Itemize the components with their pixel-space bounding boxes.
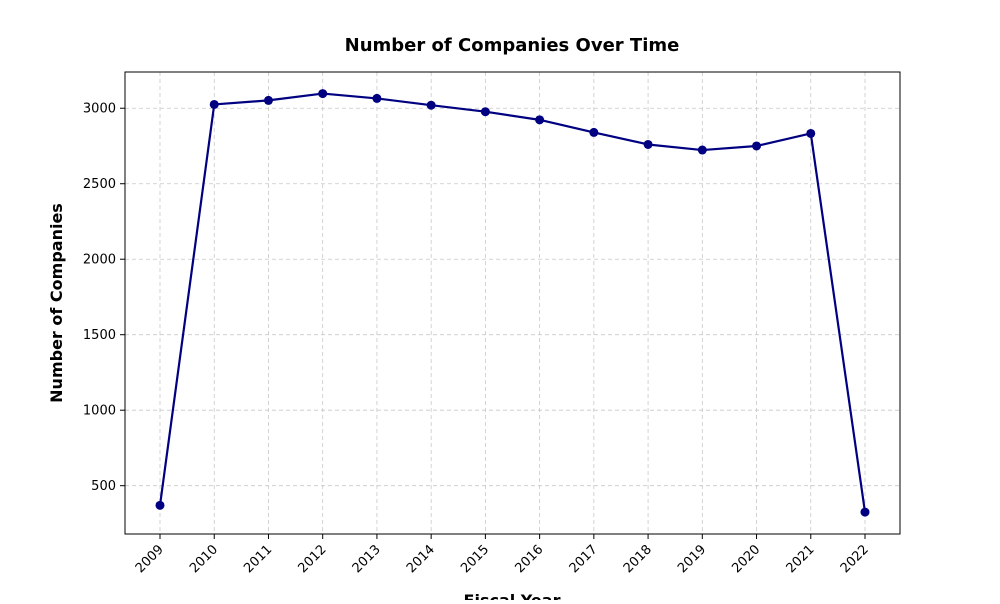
x-tick-label: 2013 (350, 542, 384, 576)
data-point (535, 115, 545, 125)
series-line (158, 92, 867, 513)
y-tick-label: 500 (91, 479, 116, 494)
x-tick-label: 2009 (133, 542, 167, 576)
data-point (589, 127, 599, 137)
data-point (318, 89, 328, 99)
x-tick-label: 2019 (675, 542, 709, 576)
y-tick-label: 2000 (83, 253, 116, 268)
data-point (263, 95, 273, 105)
x-tick-label: 2012 (296, 542, 330, 576)
data-point (480, 107, 490, 117)
y-tick-label: 1500 (83, 328, 116, 343)
data-point (426, 100, 436, 110)
x-tick-label: 2017 (567, 542, 601, 576)
x-tick-label: 2018 (621, 542, 655, 576)
x-tick-label: 2011 (241, 542, 275, 576)
chart-title: Number of Companies Over Time (345, 35, 680, 56)
data-point (752, 141, 762, 151)
y-tick-label: 3000 (83, 102, 116, 117)
series-layer (155, 89, 870, 517)
x-axis-label: Fiscal Year (464, 591, 561, 600)
x-tick-label: 2010 (187, 542, 221, 576)
x-tick-label: 2016 (512, 542, 546, 576)
y-axis-label: Number of Companies (47, 203, 66, 403)
plot-frame (124, 71, 901, 535)
data-point (643, 139, 653, 149)
x-tick-label: 2020 (729, 542, 763, 576)
x-tick-label: 2021 (784, 542, 818, 576)
y-tick-label: 2500 (83, 177, 116, 192)
grid (125, 72, 900, 534)
data-point (209, 99, 219, 109)
data-point (806, 128, 816, 138)
data-point (697, 145, 707, 155)
x-tick-label: 2022 (838, 542, 872, 576)
axes: 2009 2010 2011 2012 2013 2014 2015 2016 2017 2018… (83, 102, 872, 576)
data-point (372, 93, 382, 103)
data-point (860, 507, 870, 517)
data-point (155, 500, 165, 510)
x-tick-label: 2014 (404, 542, 438, 576)
y-tick-label: 1000 (83, 404, 116, 419)
x-tick-label: 2015 (458, 542, 492, 576)
